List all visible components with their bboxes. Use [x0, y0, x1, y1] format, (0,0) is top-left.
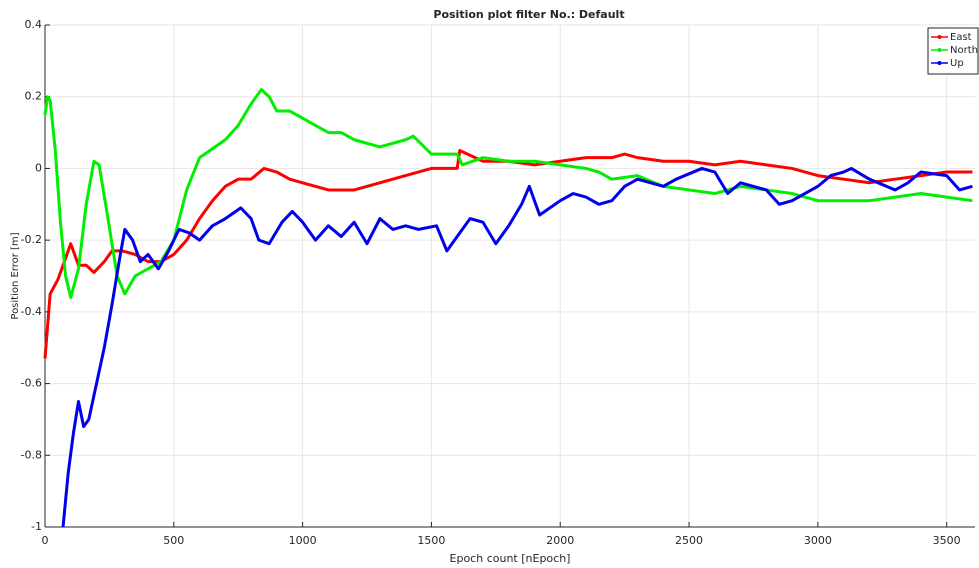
- x-tick-label: 2500: [675, 534, 703, 547]
- chart-title: Position plot filter No.: Default: [433, 8, 624, 21]
- x-tick-label: 1000: [289, 534, 317, 547]
- x-tick-label: 1500: [417, 534, 445, 547]
- legend-box: [927, 27, 979, 75]
- x-tick-label: 3000: [804, 534, 832, 547]
- x-tick-label: 500: [163, 534, 184, 547]
- x-tick-label: 2000: [546, 534, 574, 547]
- legend-marker: [937, 35, 942, 39]
- y-tick-label: -0.6: [21, 377, 42, 390]
- data-line: [43, 88, 973, 300]
- x-axis-label: Epoch count [nEpoch]: [450, 552, 571, 565]
- legend-label: North: [950, 45, 978, 56]
- legend-marker: [937, 48, 942, 52]
- y-tick-label: 0.4: [25, 18, 43, 31]
- y-tick-label: -0.8: [21, 448, 42, 461]
- legend-label: Up: [950, 58, 964, 69]
- y-tick-label: -1: [31, 520, 42, 533]
- y-tick-label: 0: [35, 161, 42, 174]
- y-tick-label: -0.2: [21, 233, 42, 246]
- x-tick-label: 3500: [933, 534, 961, 547]
- data-line: [43, 149, 973, 359]
- y-tick-label: 0.2: [25, 90, 43, 103]
- data-line: [61, 166, 973, 528]
- y-axis-label: Position Error [m]: [10, 232, 21, 319]
- legend-label: East: [950, 32, 972, 43]
- x-tick-label: 0: [42, 534, 49, 547]
- y-tick-label: -0.4: [21, 305, 42, 318]
- legend-marker: [937, 61, 942, 65]
